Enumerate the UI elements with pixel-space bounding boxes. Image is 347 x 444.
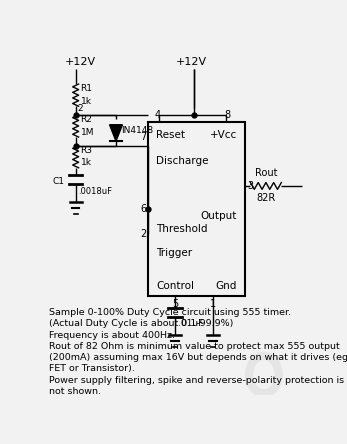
Text: Control: Control: [156, 281, 194, 291]
Text: +12V: +12V: [65, 57, 96, 67]
Text: IN4148: IN4148: [121, 126, 153, 135]
Text: 7: 7: [140, 132, 146, 142]
Text: .0018uF: .0018uF: [78, 186, 112, 196]
Text: R2: R2: [81, 115, 92, 124]
Text: FET or Transistor).: FET or Transistor).: [49, 365, 135, 373]
Text: R3: R3: [81, 146, 93, 155]
Text: 3: 3: [247, 181, 253, 191]
Text: 1M: 1M: [81, 127, 94, 137]
Text: 2: 2: [77, 104, 83, 113]
Text: Frequency is about 400Hz.: Frequency is about 400Hz.: [49, 330, 175, 340]
Text: Rout of 82 Ohm is minimum value to protect max 555 output: Rout of 82 Ohm is minimum value to prote…: [49, 342, 339, 351]
Text: Power supply filtering, spike and reverse-polarity protection is: Power supply filtering, spike and revers…: [49, 376, 344, 385]
Text: +12V: +12V: [176, 57, 207, 67]
Text: Sample 0-100% Duty Cycle circuit using 555 timer.: Sample 0-100% Duty Cycle circuit using 5…: [49, 308, 291, 317]
Text: 2: 2: [140, 230, 146, 239]
Text: 5: 5: [172, 299, 178, 309]
Text: not shown.: not shown.: [49, 387, 101, 396]
Text: Reset: Reset: [156, 130, 185, 140]
Polygon shape: [110, 125, 122, 141]
Text: 6: 6: [140, 204, 146, 214]
Text: (Actual Duty Cycle is about 0.1-99.9%): (Actual Duty Cycle is about 0.1-99.9%): [49, 319, 233, 328]
Text: R1: R1: [81, 84, 93, 93]
Text: Discharge: Discharge: [156, 156, 209, 166]
Text: 1k: 1k: [81, 159, 92, 167]
Text: 4: 4: [155, 110, 161, 120]
Text: +Vcc: +Vcc: [210, 130, 237, 140]
Text: (200mA) assuming max 16V but depends on what it drives (eg: (200mA) assuming max 16V but depends on …: [49, 353, 347, 362]
Text: .01uF: .01uF: [178, 319, 204, 328]
Text: 82R: 82R: [256, 194, 276, 203]
Text: Rout: Rout: [255, 168, 277, 178]
Text: 1k: 1k: [81, 97, 92, 106]
Text: Trigger: Trigger: [156, 248, 193, 258]
Text: C1: C1: [53, 177, 65, 186]
Text: Threshold: Threshold: [156, 224, 208, 234]
Text: Output: Output: [201, 210, 237, 221]
Text: 1: 1: [210, 299, 216, 309]
Text: 8: 8: [225, 110, 231, 120]
Bar: [148, 122, 245, 296]
Text: Gnd: Gnd: [215, 281, 237, 291]
